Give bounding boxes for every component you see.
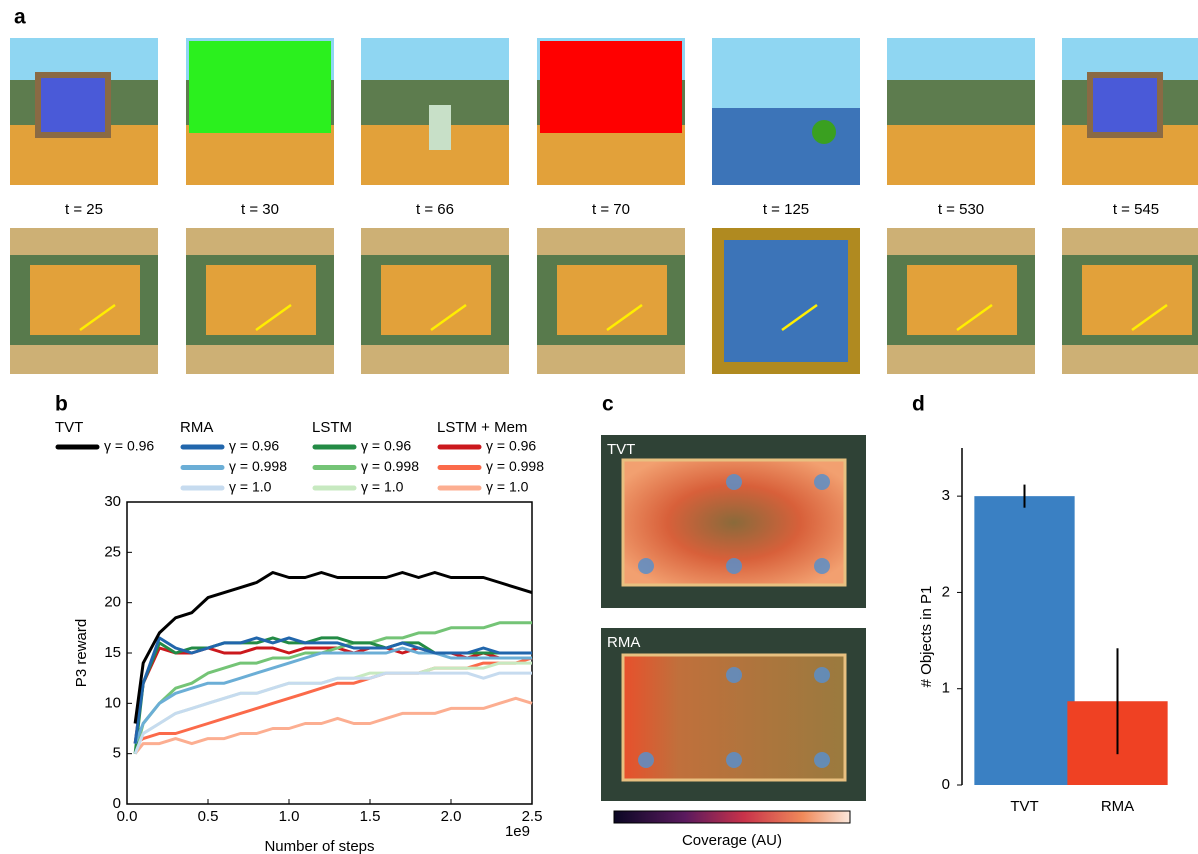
painting [38,75,108,135]
panel-label: c [602,393,614,416]
y-tick-label: 25 [104,543,121,560]
floor [537,125,685,185]
legend-group: TVT [55,419,83,436]
x-tick-label: 0.0 [117,808,138,825]
time-label: t = 66 [416,201,454,218]
cue [540,41,682,133]
colorbar [614,811,850,823]
series-line [135,648,532,744]
map-room [724,240,848,362]
painting [1090,75,1160,135]
water [712,108,860,185]
legend-label: γ = 0.96 [361,438,411,454]
time-label: t = 70 [592,201,630,218]
series-line [135,648,532,744]
y-tick-label: 30 [104,493,121,510]
floor [186,125,334,185]
map-room [30,265,140,335]
x-offset: 1e9 [505,823,530,840]
map-room [381,265,491,335]
cue [189,41,331,133]
map-label: TVT [607,441,635,458]
panel-label: d [912,393,925,416]
wall [887,80,1035,125]
y-tick-label: 15 [104,644,121,661]
time-label: t = 30 [241,201,279,218]
y-tick-label: 5 [113,745,121,762]
x-tick-label: 1.0 [279,808,300,825]
colorbar-label: Coverage (AU) [682,832,782,849]
legend-label: γ = 0.96 [104,438,154,454]
y-tick-label: 1 [942,680,950,697]
y-tick-label: 2 [942,583,950,600]
map-room [1082,265,1192,335]
y-tick-label: 3 [942,487,950,504]
legend-group: LSTM + Mem [437,419,527,436]
bar [974,496,1074,785]
legend-label: γ = 0.96 [229,438,279,454]
y-tick-label: 10 [104,694,121,711]
y-tick-label: 0 [942,776,950,793]
time-label: t = 25 [65,201,103,218]
map-room [907,265,1017,335]
legend-group: LSTM [312,419,352,436]
time-label: t = 125 [763,201,809,218]
map-room [206,265,316,335]
sky [712,38,860,108]
legend-label: γ = 0.998 [486,458,544,474]
panel-label: a [14,6,26,29]
time-label: t = 530 [938,201,984,218]
x-axis-label: Number of steps [264,838,374,854]
legend-label: γ = 1.0 [361,479,404,495]
y-tick-label: 20 [104,594,121,611]
figure: TVT RMA Coverage (AU) a b c d t = 25 t = … [0,0,1198,854]
floor [887,125,1035,185]
plant [429,105,451,150]
legend-label: γ = 1.0 [486,479,529,495]
x-tick-label: 0.5 [198,808,219,825]
legend-label: γ = 0.96 [486,438,536,454]
coverage-maps: TVT RMA Coverage (AU) [601,435,866,849]
legend-group: RMA [180,419,213,436]
panel-label: b [55,393,68,416]
legend-label: γ = 1.0 [229,479,272,495]
map-room [557,265,667,335]
y-axis-label: P3 reward [73,619,90,687]
legend-label: γ = 0.998 [361,458,419,474]
map-label: RMA [607,634,640,651]
x-tick-label: 2.0 [441,808,462,825]
legend-label: γ = 0.998 [229,458,287,474]
x-tick-label: 1.5 [360,808,381,825]
x-tick-label: RMA [1101,798,1134,815]
series-line [135,658,532,744]
y-axis-label: # Objects in P1 [918,586,935,688]
fruit [812,120,836,144]
time-label: t = 545 [1113,201,1159,218]
x-tick-label: TVT [1010,798,1038,815]
